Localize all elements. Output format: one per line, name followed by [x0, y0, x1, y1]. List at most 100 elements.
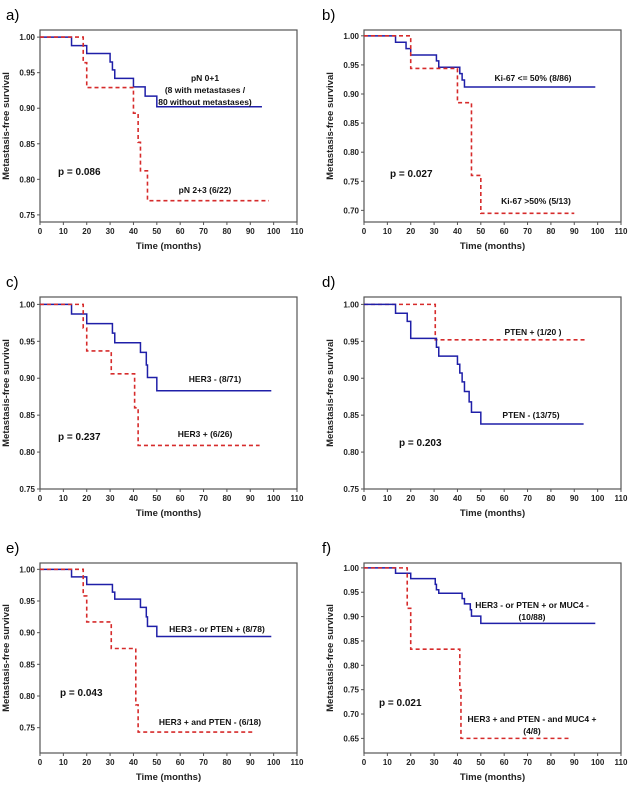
x-tick-label: 60: [176, 227, 185, 236]
panel-e: e) 0.75 0.80 0.85 0.90 0.95 1.00 0 10 20 30 40 50 60 7…: [0, 520, 316, 786]
y-tick-label: 0.90: [19, 374, 35, 383]
x-tick-label: 80: [222, 227, 231, 236]
panel-label: a): [6, 7, 19, 24]
y-tick-label: 1.00: [343, 300, 359, 309]
survival-curve-blue: [40, 303, 272, 392]
x-tick-label: 50: [476, 227, 485, 236]
y-axis-title: Metastasis-free survival: [1, 72, 12, 180]
p-value: p = 0.027: [390, 169, 433, 180]
series-label: HER3 + (6/26): [178, 429, 233, 439]
km-chart: d) 0.75 0.80 0.85 0.90 0.95 1.00 0 10 20 30 40 50 60 7…: [322, 274, 628, 519]
x-tick-label: 50: [152, 227, 161, 236]
x-tick-label: 20: [82, 227, 91, 236]
plot-frame: [39, 562, 298, 754]
y-tick-label: 0.85: [19, 660, 35, 669]
x-tick-label: 30: [430, 758, 439, 767]
x-tick-label: 0: [38, 227, 43, 236]
series-label: (8 with metastases /: [165, 85, 246, 95]
survival-curve-red: [40, 303, 260, 447]
y-tick-label: 0.95: [343, 61, 359, 70]
x-tick-label: 100: [267, 494, 281, 503]
x-tick-label: 40: [453, 494, 462, 503]
series-label: PTEN + (1/20 ): [505, 327, 562, 337]
p-value: p = 0.043: [60, 688, 103, 699]
y-tick-label: 0.80: [19, 692, 35, 701]
panel-label: f): [322, 540, 331, 557]
x-tick-label: 80: [546, 758, 555, 767]
survival-curve-red: [40, 36, 269, 202]
x-tick-label: 20: [82, 758, 91, 767]
x-tick-label: 100: [267, 758, 281, 767]
y-axis-title: Metastasis-free survival: [325, 604, 336, 712]
x-tick-label: 100: [267, 227, 281, 236]
panel-b: b) 0.70 0.75 0.80 0.85 0.90 0.95 1.00 0 10 20 30 40 5…: [316, 0, 633, 260]
x-tick-label: 0: [362, 758, 367, 767]
km-chart: a) 0.75 0.80 0.85 0.90 0.95 1.00 0 10 20 30 40 50 60 7…: [1, 7, 304, 252]
x-tick-label: 70: [199, 494, 208, 503]
x-axis-title: Time (months): [460, 772, 525, 783]
x-tick-label: 60: [500, 494, 509, 503]
y-tick-label: 0.75: [19, 724, 35, 733]
survival-curve-red: [364, 567, 570, 740]
x-axis-title: Time (months): [136, 241, 201, 252]
series-label: (10/88): [519, 612, 546, 622]
y-tick-label: 0.80: [343, 148, 359, 157]
x-tick-label: 70: [523, 227, 532, 236]
y-tick-label: 0.90: [19, 629, 35, 638]
x-tick-label: 50: [152, 758, 161, 767]
y-axis-title: Metastasis-free survival: [325, 72, 336, 180]
x-tick-label: 30: [106, 758, 115, 767]
km-chart: b) 0.70 0.75 0.80 0.85 0.90 0.95 1.00 0 10 20 30 40 5…: [322, 7, 628, 252]
x-tick-label: 20: [406, 227, 415, 236]
y-tick-label: 0.75: [19, 211, 35, 220]
y-tick-label: 0.80: [19, 448, 35, 457]
x-tick-label: 80: [546, 227, 555, 236]
series-label: HER3 + and PTEN - and MUC4 +: [468, 714, 597, 724]
series-label: PTEN - (13/75): [502, 410, 559, 420]
x-tick-label: 60: [176, 758, 185, 767]
y-tick-label: 0.90: [19, 104, 35, 113]
y-tick-label: 0.75: [343, 177, 359, 186]
y-tick-label: 0.95: [343, 337, 359, 346]
y-tick-label: 0.85: [343, 119, 359, 128]
x-tick-label: 90: [570, 494, 579, 503]
x-tick-label: 40: [453, 227, 462, 236]
x-tick-label: 110: [615, 494, 628, 503]
x-tick-label: 100: [591, 227, 605, 236]
p-value: p = 0.237: [58, 432, 101, 443]
y-tick-label: 0.80: [343, 661, 359, 670]
x-tick-label: 30: [106, 494, 115, 503]
x-tick-label: 90: [570, 758, 579, 767]
x-axis-title: Time (months): [136, 508, 201, 519]
series-label: HER3 - or PTEN + (8/78): [169, 624, 265, 634]
series-label: Ki-67 <= 50% (8/86): [494, 73, 571, 83]
panel-a: a) 0.75 0.80 0.85 0.90 0.95 1.00 0 10 20 30 40 50 60 7…: [0, 0, 316, 260]
plot-frame: [363, 296, 622, 490]
y-tick-label: 0.80: [343, 448, 359, 457]
series-label: pN 2+3 (6/22): [179, 185, 232, 195]
km-chart: f) 0.65 0.70 0.75 0.80 0.85 0.90 0.95 1.00 0 10 20 3…: [322, 540, 628, 783]
x-tick-label: 10: [383, 227, 392, 236]
y-tick-label: 1.00: [19, 565, 35, 574]
x-axis-title: Time (months): [460, 508, 525, 519]
y-axis-title: Metastasis-free survival: [325, 339, 336, 447]
x-tick-label: 20: [82, 494, 91, 503]
x-tick-label: 40: [129, 227, 138, 236]
y-tick-label: 1.00: [343, 32, 359, 41]
series-label: HER3 + and PTEN - (6/18): [159, 717, 261, 727]
x-tick-label: 20: [406, 758, 415, 767]
x-tick-label: 90: [246, 494, 255, 503]
y-tick-label: 0.85: [19, 411, 35, 420]
y-tick-label: 0.95: [19, 597, 35, 606]
series-label: (4/8): [523, 726, 541, 736]
y-tick-label: 0.75: [19, 485, 35, 494]
y-tick-label: 0.85: [19, 140, 35, 149]
x-tick-label: 40: [129, 494, 138, 503]
series-label: 80 without metastases): [158, 97, 252, 107]
survival-curve-blue: [40, 568, 272, 638]
plot-frame: [363, 29, 622, 223]
y-tick-label: 0.70: [343, 710, 359, 719]
x-tick-label: 80: [222, 494, 231, 503]
x-tick-label: 110: [291, 494, 304, 503]
